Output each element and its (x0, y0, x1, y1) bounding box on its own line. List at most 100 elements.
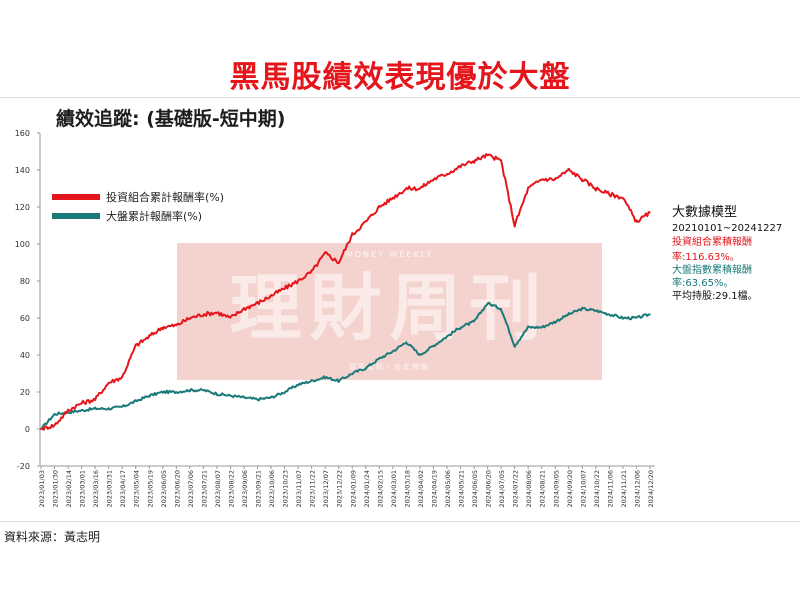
x-tick-label: 2024/05/06 (444, 470, 452, 507)
data-point (405, 187, 408, 190)
series-line (40, 153, 651, 431)
data-point (310, 270, 313, 273)
data-point (243, 396, 245, 399)
y-axis-ticks: -20 0 20 40 60 80 100 120 140 160 (15, 129, 40, 471)
data-point (53, 424, 56, 427)
y-tick-label: 140 (15, 166, 30, 175)
data-point (202, 313, 205, 316)
y-tick-label: 160 (15, 129, 30, 138)
data-point (554, 320, 557, 323)
data-point (310, 380, 313, 382)
watermark-background (177, 243, 602, 380)
y-tick-label: 120 (15, 203, 30, 212)
data-point (473, 159, 475, 162)
data-point (486, 302, 489, 305)
x-tick-label: 2024/03/18 (403, 470, 411, 507)
x-tick-label: 2023/03/16 (92, 470, 100, 507)
x-tick-label: 2023/08/22 (227, 470, 235, 507)
series-lines (40, 153, 651, 431)
x-tick-label: 2023/01/30 (52, 470, 60, 507)
data-point (148, 394, 151, 397)
data-point (297, 383, 299, 386)
legend-label: 投資組合累計報酬率(%) (106, 190, 224, 204)
data-point (189, 389, 191, 391)
x-tick-label: 2023/10/06 (268, 470, 276, 507)
data-point (459, 165, 462, 168)
data-point (229, 317, 232, 319)
x-tick-label: 2023/03/01 (79, 470, 87, 507)
data-point (459, 326, 462, 329)
data-point (622, 317, 624, 319)
data-point (256, 302, 259, 305)
x-tick-label: 2024/12/20 (647, 470, 655, 507)
x-tick-label: 2023/08/07 (214, 470, 222, 507)
x-tick-label: 2024/03/01 (390, 470, 398, 507)
x-tick-label: 2023/07/21 (200, 470, 208, 507)
data-point (540, 326, 543, 329)
data-point (162, 326, 164, 329)
y-tick-label: -20 (17, 462, 30, 471)
x-tick-label: 2023/11/22 (309, 470, 317, 507)
data-point (500, 159, 502, 162)
data-point (94, 407, 96, 410)
data-point (581, 307, 584, 310)
x-tick-label: 2023/05/04 (133, 470, 141, 507)
x-tick-label: 2024/08/21 (539, 470, 547, 507)
data-point (189, 317, 191, 319)
data-point (432, 178, 435, 181)
data-point (40, 428, 42, 430)
data-point (635, 317, 638, 319)
data-point (635, 221, 638, 223)
data-point (392, 196, 394, 199)
data-point (527, 187, 529, 190)
x-tick-label: 2024/11/06 (606, 470, 614, 507)
legend-swatch (52, 194, 100, 200)
data-point (595, 309, 597, 312)
legend-label: 大盤累計報酬率(%) (106, 209, 202, 223)
x-tick-label: 2023/11/07 (295, 470, 303, 507)
data-point (649, 211, 651, 214)
data-point (337, 261, 340, 264)
x-tick-label: 2023/09/06 (241, 470, 249, 507)
data-point (365, 367, 367, 369)
data-point (513, 344, 516, 347)
data-point (649, 313, 651, 316)
data-point (378, 357, 381, 360)
x-tick-label: 2024/06/20 (485, 470, 493, 507)
data-source-note: 資料來源：黃志明 (4, 530, 101, 544)
data-point (581, 178, 584, 181)
data-point (337, 380, 340, 382)
data-point (175, 324, 178, 327)
data-point (283, 391, 286, 393)
data-point (595, 187, 597, 190)
side-panel-heading: 大數據模型 (672, 205, 738, 220)
data-point (202, 389, 205, 391)
data-point (608, 313, 611, 316)
data-point (432, 344, 435, 347)
side-panel-portfolio-return: 投資組合累積報酬 (672, 237, 752, 248)
data-point (256, 398, 259, 401)
side-panel-benchmark-return: 大盤指數累積報酬 (672, 265, 752, 276)
chart-axes (39, 133, 655, 467)
data-point (351, 372, 354, 375)
data-point (365, 221, 367, 223)
data-point (53, 413, 56, 416)
data-point (107, 381, 110, 384)
page-title: 黑馬股績效表現優於大盤 (229, 60, 571, 95)
x-tick-label: 2024/07/22 (512, 470, 520, 507)
x-tick-label: 2023/10/23 (282, 470, 290, 507)
data-point (148, 335, 151, 338)
y-tick-label: 100 (15, 240, 30, 249)
data-point (324, 252, 327, 255)
x-axis-ticks: 2023/01/03 2023/01/30 2023/02/14 2023/03/01… (38, 466, 655, 507)
y-tick-label: 40 (20, 351, 30, 360)
x-tick-label: 2024/10/22 (593, 470, 601, 507)
data-point (419, 354, 421, 356)
x-tick-label: 2023/07/06 (187, 470, 195, 507)
chart-title: 績效追蹤: (基礎版-短中期) (56, 108, 286, 130)
data-point (500, 307, 502, 310)
x-tick-label: 2024/05/21 (458, 470, 466, 507)
data-point (134, 344, 137, 347)
data-point (107, 407, 110, 410)
x-tick-label: 2024/09/05 (552, 470, 560, 507)
